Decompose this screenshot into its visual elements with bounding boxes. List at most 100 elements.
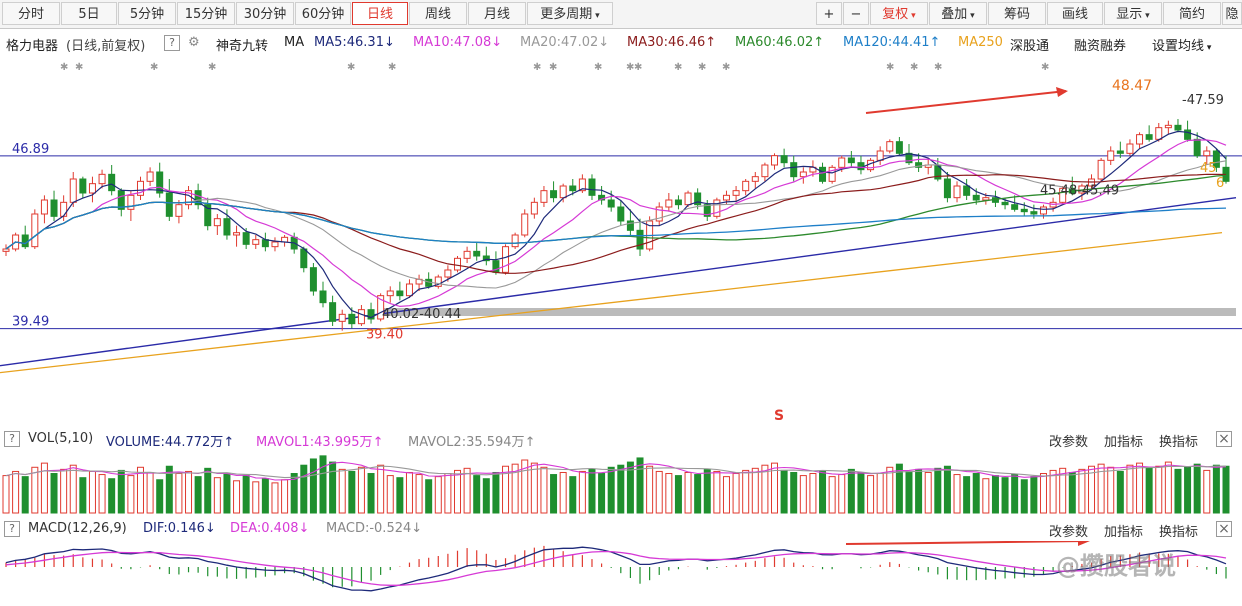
zoom-in-button[interactable]: + xyxy=(816,2,842,25)
tab-intraday[interactable]: 分时 xyxy=(2,2,60,25)
macd-value: MACD:-0.524↓ xyxy=(326,521,422,536)
volume-bar-down xyxy=(617,464,625,514)
volume-bar-up xyxy=(742,469,750,514)
candle-down xyxy=(319,290,327,304)
ma-settings-label: 设置均线 xyxy=(1152,39,1205,54)
volume-bar-up xyxy=(502,465,510,514)
dea-value: DEA:0.408↓ xyxy=(230,521,309,536)
event-marker: ✱ xyxy=(722,62,730,73)
macd-switch-indicator-button[interactable]: 换指标 xyxy=(1159,525,1199,540)
tab-more-periods[interactable]: 更多周期 ▾ xyxy=(527,2,613,25)
volume-bar-up xyxy=(1049,469,1057,514)
volume-bar-up xyxy=(127,475,135,514)
volume-bar-up xyxy=(136,466,144,514)
volume-bar-down xyxy=(1184,466,1192,514)
candle-down xyxy=(194,190,202,206)
tab-30min[interactable]: 30分钟 xyxy=(236,2,294,25)
candle-down xyxy=(607,199,615,208)
chips-button[interactable]: 筹码 xyxy=(988,2,1046,25)
volume-bar-up xyxy=(281,479,289,514)
shenqi-indicator[interactable]: 神奇九转 xyxy=(216,39,269,54)
close-icon[interactable]: × xyxy=(1216,521,1232,537)
candle-down xyxy=(569,185,577,192)
volume-bar-up xyxy=(665,473,673,514)
min-price-label: 39.40 xyxy=(366,328,403,343)
count-label: 6 xyxy=(1216,176,1224,191)
volume-bar-up xyxy=(876,473,884,514)
vol-switch-indicator-button[interactable]: 换指标 xyxy=(1159,435,1199,450)
candle-down xyxy=(847,157,855,164)
mavol2-value: MAVOL2:35.594万↑ xyxy=(408,431,535,450)
candle-up xyxy=(540,190,548,203)
candle-up xyxy=(357,309,365,325)
count-label: 45 xyxy=(1200,161,1217,176)
volume-bar-down xyxy=(963,476,971,514)
volume-bar-up xyxy=(1107,466,1115,514)
kline-chart[interactable]: 46.89 39.49 48.47 -47.59 39.40 40.02-40.44 45.… xyxy=(0,57,1242,425)
tab-15min[interactable]: 15分钟 xyxy=(177,2,235,25)
help-icon[interactable]: ? xyxy=(4,521,20,537)
tab-5min[interactable]: 5分钟 xyxy=(118,2,176,25)
volume-bar-down xyxy=(473,475,481,514)
gear-icon[interactable]: ⚙ xyxy=(188,35,200,50)
macd-add-indicator-button[interactable]: 加指标 xyxy=(1104,525,1144,540)
volume-bar-down xyxy=(790,471,798,514)
hide-button[interactable]: 隐 xyxy=(1222,2,1242,25)
vol-change-params-button[interactable]: 改参数 xyxy=(1049,435,1089,450)
macd-change-params-button[interactable]: 改参数 xyxy=(1049,525,1089,540)
candle-up xyxy=(713,199,721,217)
volume-bar-up xyxy=(405,471,413,514)
candle-down xyxy=(165,192,173,217)
vol-add-indicator-button[interactable]: 加指标 xyxy=(1104,435,1144,450)
help-icon[interactable]: ? xyxy=(164,35,180,51)
close-icon[interactable]: × xyxy=(1216,431,1232,447)
tab-5day[interactable]: 5日 xyxy=(61,2,117,25)
dif-value: DIF:0.146↓ xyxy=(143,521,216,536)
volume-bar-down xyxy=(1212,464,1220,514)
candle-down xyxy=(204,204,212,227)
candle-down xyxy=(79,178,87,194)
candle-up xyxy=(1136,134,1144,145)
tab-daily[interactable]: 日线 xyxy=(352,2,408,25)
volume-bar-down xyxy=(1193,463,1201,514)
tab-monthly[interactable]: 月线 xyxy=(468,2,526,25)
candle-down xyxy=(223,218,231,236)
candle-up xyxy=(1126,143,1134,154)
ma-settings[interactable]: 设置均线 ▾ xyxy=(1152,35,1211,54)
ma20-line xyxy=(5,160,1227,289)
volume-bar-up xyxy=(732,473,740,514)
volume-bar-up xyxy=(828,476,836,514)
volume-bar-up xyxy=(511,463,519,514)
volume-bar-up xyxy=(924,471,932,514)
ma30-text: MA30:46.46 xyxy=(627,35,706,50)
caret-down-icon: ▾ xyxy=(967,11,975,21)
volume-bar-down xyxy=(79,477,87,514)
watermark: @攒股者说 xyxy=(1056,552,1176,580)
help-icon[interactable]: ? xyxy=(4,431,20,447)
volume-bar-up xyxy=(684,471,692,514)
adjust-button[interactable]: 复权 ▾ xyxy=(870,2,928,25)
margin-trading[interactable]: 融资融券 xyxy=(1074,39,1127,54)
arrow-up-icon: ↑ xyxy=(524,435,536,450)
overlay-button[interactable]: 叠加 ▾ xyxy=(929,2,987,25)
stock-name: 格力电器 xyxy=(6,39,59,54)
candle-up xyxy=(559,185,567,199)
volume-bar-down xyxy=(21,476,29,514)
volume-bar-down xyxy=(905,470,913,514)
volume-bar-down xyxy=(156,479,164,514)
display-button[interactable]: 显示 ▾ xyxy=(1104,2,1162,25)
draw-button[interactable]: 画线 xyxy=(1047,2,1103,25)
ma250-value: MA250 xyxy=(958,35,1003,50)
volume-bar-down xyxy=(915,468,923,514)
tab-60min[interactable]: 60分钟 xyxy=(295,2,351,25)
simple-button[interactable]: 简约 xyxy=(1163,2,1221,25)
volume-bar-up xyxy=(233,480,241,514)
arrow-down-icon: ↓ xyxy=(491,35,503,50)
shenzhen-connect[interactable]: 深股通 xyxy=(1010,39,1050,54)
zoom-out-button[interactable]: − xyxy=(843,2,869,25)
volume-bar-up xyxy=(98,474,106,514)
volume-bar-down xyxy=(482,478,490,514)
event-marker: ✱ xyxy=(698,62,706,73)
tab-weekly[interactable]: 周线 xyxy=(409,2,467,25)
candle-down xyxy=(473,250,481,257)
